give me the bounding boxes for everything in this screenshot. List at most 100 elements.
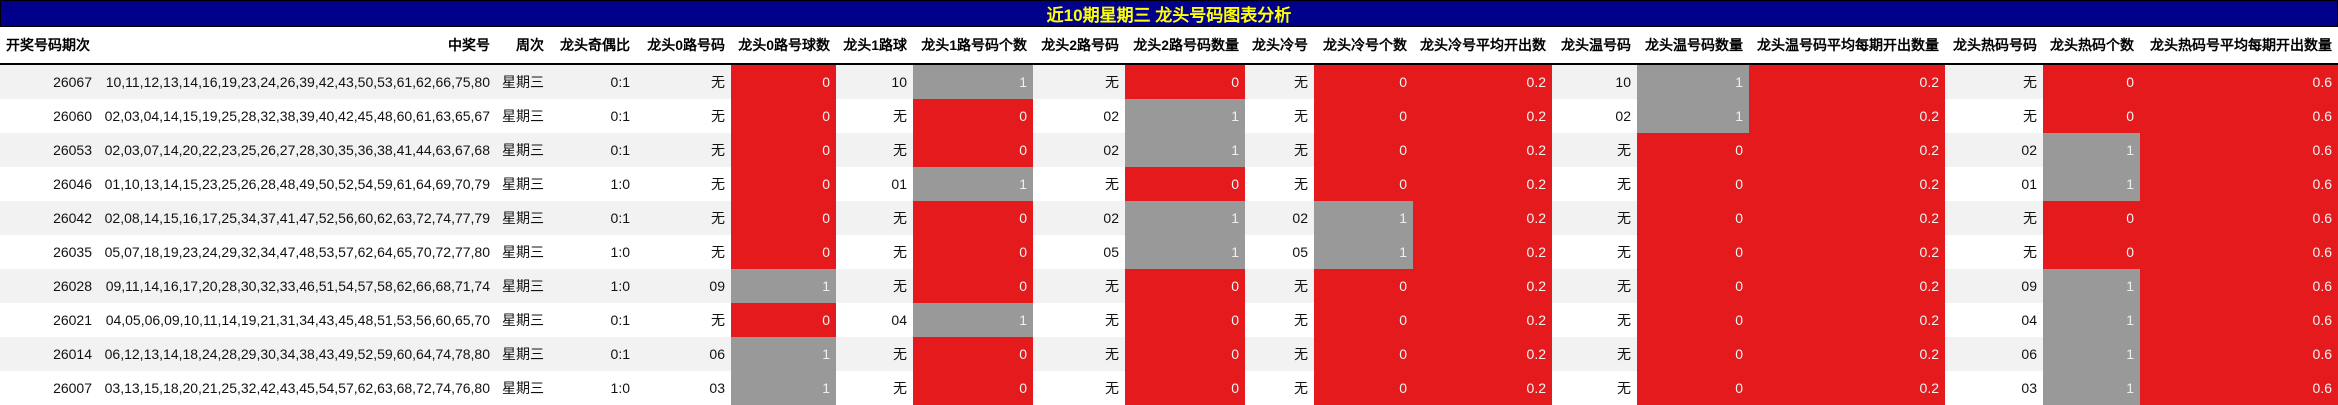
cell-warm-number: 10 <box>1552 64 1637 99</box>
column-header-cold-count[interactable]: 龙头冷号个数 <box>1314 27 1413 65</box>
cell-route1-number: 无 <box>836 99 913 133</box>
cell-hot-average: 0.6 <box>2140 235 2338 269</box>
cell-route1-count: 1 <box>913 303 1033 337</box>
cell-cold-average: 0.2 <box>1413 269 1552 303</box>
cell-warm-number: 无 <box>1552 337 1637 371</box>
cell-odd-even-ratio: 0:1 <box>550 337 636 371</box>
column-header-hot-number[interactable]: 龙头热码号码 <box>1945 27 2043 65</box>
cell-hot-average: 0.6 <box>2140 371 2338 405</box>
cell-route0-count: 1 <box>731 371 836 405</box>
cell-warm-number: 无 <box>1552 201 1637 235</box>
cell-route2-number: 无 <box>1033 337 1125 371</box>
cell-route1-count: 0 <box>913 337 1033 371</box>
column-header-weekday[interactable]: 周次 <box>496 27 550 65</box>
table-row: 26042 02,08,14,15,16,17,25,34,37,41,47,52… <box>0 201 2338 235</box>
cell-cold-average: 0.2 <box>1413 303 1552 337</box>
cell-weekday: 星期三 <box>496 201 550 235</box>
cell-hot-number: 01 <box>1945 167 2043 201</box>
cell-route2-number: 无 <box>1033 167 1125 201</box>
cell-hot-average: 0.6 <box>2140 303 2338 337</box>
cell-route0-count: 0 <box>731 235 836 269</box>
cell-cold-average: 0.2 <box>1413 133 1552 167</box>
cell-issue: 26046 <box>0 167 98 201</box>
column-header-odd-even-ratio[interactable]: 龙头奇偶比 <box>550 27 636 65</box>
cell-route2-count: 1 <box>1125 201 1245 235</box>
cell-hot-number: 04 <box>1945 303 2043 337</box>
title-bar: 近10期星期三 龙头号码图表分析 <box>0 0 2338 27</box>
cell-cold-count: 1 <box>1314 235 1413 269</box>
cell-hot-count: 1 <box>2043 167 2140 201</box>
cell-cold-number: 无 <box>1245 303 1314 337</box>
cell-cold-number: 无 <box>1245 133 1314 167</box>
cell-route1-number: 无 <box>836 337 913 371</box>
cell-warm-count: 0 <box>1637 337 1749 371</box>
cell-route0-number: 无 <box>636 133 731 167</box>
column-header-warm-count[interactable]: 龙头温号码数量 <box>1637 27 1749 65</box>
column-header-winning-numbers[interactable]: 中奖号 <box>98 27 496 65</box>
column-header-cold-average[interactable]: 龙头冷号平均开出数 <box>1413 27 1552 65</box>
cell-warm-average: 0.2 <box>1749 133 1945 167</box>
cell-cold-average: 0.2 <box>1413 201 1552 235</box>
cell-cold-average: 0.2 <box>1413 99 1552 133</box>
cell-warm-count: 0 <box>1637 201 1749 235</box>
cell-cold-count: 0 <box>1314 337 1413 371</box>
column-header-route2-number[interactable]: 龙头2路号码 <box>1033 27 1125 65</box>
cell-hot-number: 无 <box>1945 201 2043 235</box>
cell-cold-number: 无 <box>1245 99 1314 133</box>
cell-hot-average: 0.6 <box>2140 133 2338 167</box>
cell-route1-count: 0 <box>913 371 1033 405</box>
cell-hot-average: 0.6 <box>2140 167 2338 201</box>
cell-issue: 26007 <box>0 371 98 405</box>
column-header-hot-count[interactable]: 龙头热码个数 <box>2043 27 2140 65</box>
column-header-route0-count[interactable]: 龙头0路号球数 <box>731 27 836 65</box>
cell-warm-count: 0 <box>1637 269 1749 303</box>
cell-weekday: 星期三 <box>496 133 550 167</box>
column-header-hot-average[interactable]: 龙头热码号平均每期开出数量 <box>2140 27 2338 65</box>
cell-warm-average: 0.2 <box>1749 64 1945 99</box>
cell-route2-number: 02 <box>1033 201 1125 235</box>
cell-warm-average: 0.2 <box>1749 167 1945 201</box>
cell-warm-count: 0 <box>1637 303 1749 337</box>
cell-cold-number: 无 <box>1245 337 1314 371</box>
column-header-route1-number[interactable]: 龙头1路球 <box>836 27 913 65</box>
cell-route1-count: 0 <box>913 201 1033 235</box>
cell-cold-average: 0.2 <box>1413 371 1552 405</box>
column-header-warm-number[interactable]: 龙头温号码 <box>1552 27 1637 65</box>
column-header-cold-number[interactable]: 龙头冷号 <box>1245 27 1314 65</box>
cell-hot-number: 无 <box>1945 235 2043 269</box>
column-header-warm-average[interactable]: 龙头温号码平均每期开出数量 <box>1749 27 1945 65</box>
cell-cold-count: 0 <box>1314 133 1413 167</box>
cell-route2-number: 无 <box>1033 64 1125 99</box>
cell-warm-count: 0 <box>1637 133 1749 167</box>
cell-hot-count: 0 <box>2043 201 2140 235</box>
cell-warm-count: 1 <box>1637 99 1749 133</box>
cell-warm-number: 无 <box>1552 235 1637 269</box>
cell-route0-number: 无 <box>636 167 731 201</box>
table-row: 26046 01,10,13,14,15,23,25,26,28,48,49,50… <box>0 167 2338 201</box>
cell-cold-number: 无 <box>1245 371 1314 405</box>
cell-issue: 26035 <box>0 235 98 269</box>
cell-route2-number: 无 <box>1033 269 1125 303</box>
cell-route0-number: 09 <box>636 269 731 303</box>
cell-weekday: 星期三 <box>496 99 550 133</box>
cell-odd-even-ratio: 1:0 <box>550 371 636 405</box>
cell-warm-number: 无 <box>1552 371 1637 405</box>
cell-warm-average: 0.2 <box>1749 235 1945 269</box>
cell-route0-count: 1 <box>731 337 836 371</box>
cell-route1-number: 04 <box>836 303 913 337</box>
cell-odd-even-ratio: 0:1 <box>550 133 636 167</box>
cell-winning-numbers: 09,11,14,16,17,20,28,30,32,33,46,51,54,5… <box>98 269 496 303</box>
cell-warm-number: 02 <box>1552 99 1637 133</box>
column-header-route1-count[interactable]: 龙头1路号码个数 <box>913 27 1033 65</box>
cell-winning-numbers: 02,03,07,14,20,22,23,25,26,27,28,30,35,3… <box>98 133 496 167</box>
cell-route0-count: 0 <box>731 167 836 201</box>
cell-route0-number: 03 <box>636 371 731 405</box>
cell-warm-number: 无 <box>1552 167 1637 201</box>
cell-route1-number: 无 <box>836 269 913 303</box>
column-header-route2-count[interactable]: 龙头2路号码数量 <box>1125 27 1245 65</box>
cell-odd-even-ratio: 0:1 <box>550 64 636 99</box>
cell-winning-numbers: 02,08,14,15,16,17,25,34,37,41,47,52,56,6… <box>98 201 496 235</box>
column-header-issue[interactable]: 开奖号码期次 <box>0 27 98 65</box>
cell-route2-count: 1 <box>1125 235 1245 269</box>
column-header-route0-number[interactable]: 龙头0路号码 <box>636 27 731 65</box>
